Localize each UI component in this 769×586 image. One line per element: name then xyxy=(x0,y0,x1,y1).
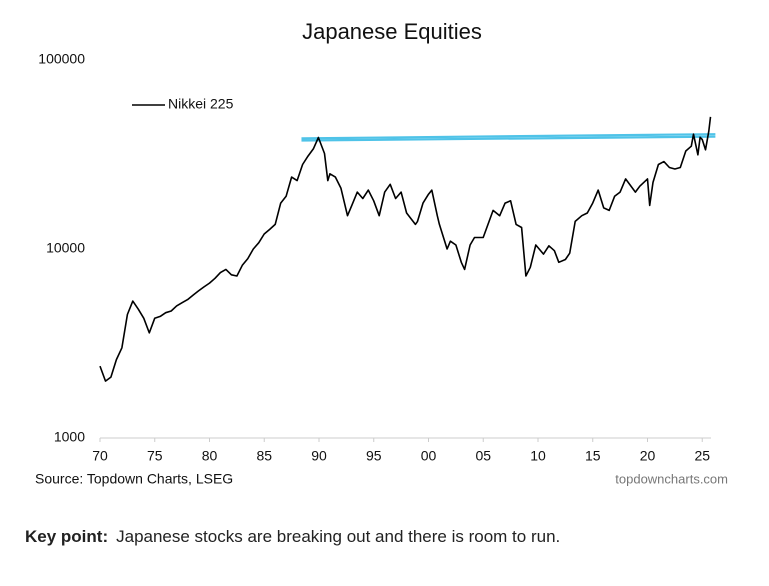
key-point-text: Japanese stocks are breaking out and the… xyxy=(116,527,560,546)
chart-title: Japanese Equities xyxy=(302,19,482,44)
x-tick-label: 90 xyxy=(311,448,327,464)
x-tick-label: 10 xyxy=(530,448,546,464)
series-line xyxy=(99,116,712,382)
source: Source: Topdown Charts, LSEG xyxy=(35,471,233,487)
watermark: topdowncharts.com xyxy=(615,471,728,486)
y-tick-label: 10000 xyxy=(46,240,85,256)
x-tick-label: 70 xyxy=(92,448,108,464)
legend-label: Nikkei 225 xyxy=(168,96,234,112)
key-point: Key point: Japanese stocks are breaking o… xyxy=(25,527,560,546)
reference-line xyxy=(301,135,716,142)
y-tick-label: 1000 xyxy=(54,429,85,445)
y-tick-label: 100000 xyxy=(38,51,85,67)
x-tick-label: 95 xyxy=(366,448,382,464)
x-tick-label: 25 xyxy=(694,448,710,464)
x-tick-label: 85 xyxy=(256,448,272,464)
x-tick-label: 80 xyxy=(202,448,218,464)
reference-line xyxy=(301,133,716,140)
x-tick-label: 20 xyxy=(640,448,656,464)
key-point-label: Key point: xyxy=(25,527,108,546)
x-tick-label: 15 xyxy=(585,448,601,464)
x-tick-label: 05 xyxy=(475,448,491,464)
x-tick-label: 75 xyxy=(147,448,163,464)
x-tick-label: 00 xyxy=(421,448,437,464)
